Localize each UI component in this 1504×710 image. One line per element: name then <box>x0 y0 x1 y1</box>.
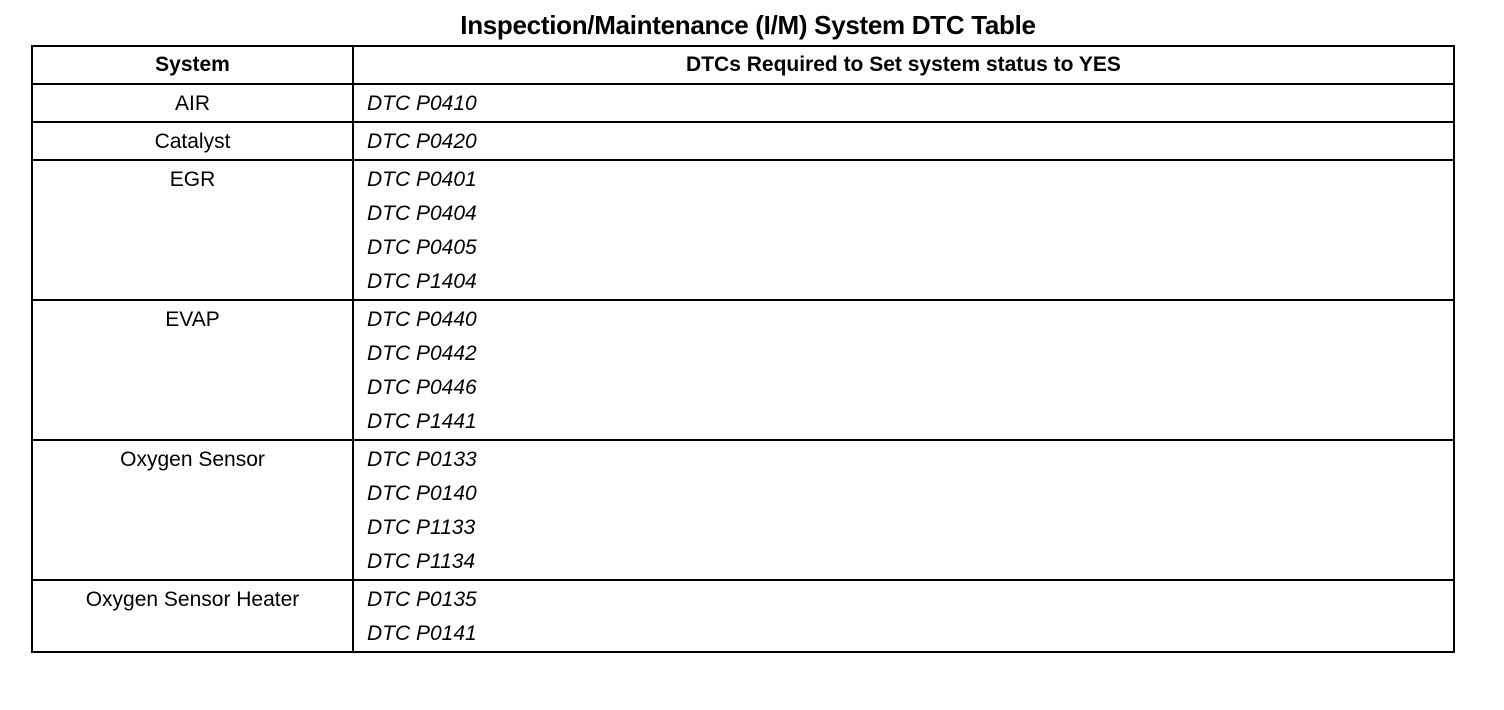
dtc-code: DTC P0420 <box>367 130 477 153</box>
dtc-code: DTC P0440 <box>367 308 477 331</box>
header-row: System DTCs Required to Set system statu… <box>31 45 1455 85</box>
header-system: System <box>31 45 354 85</box>
dtc-code: DTC P1133 <box>367 516 476 539</box>
dtc-code: DTC P0401 <box>367 168 477 191</box>
dtc-cell: DTC P0420 <box>352 121 1455 161</box>
dtc-cell: DTC P0401 DTC P0404 DTC P0405 DTC P1404 <box>352 159 1455 301</box>
dtc-cell: DTC P0410 <box>352 83 1455 123</box>
dtc-code: DTC P1404 <box>367 270 477 293</box>
dtc-code: DTC P0404 <box>367 202 477 225</box>
system-cell: AIR <box>31 83 354 123</box>
header-dtcs: DTCs Required to Set system status to YE… <box>352 45 1455 85</box>
dtc-cell: DTC P0440 DTC P0442 DTC P0446 DTC P1441 <box>352 299 1455 441</box>
dtc-code: DTC P0442 <box>367 342 477 365</box>
system-cell: EGR <box>31 159 354 301</box>
dtc-code: DTC P0141 <box>367 622 477 645</box>
table-row: Oxygen Sensor Heater DTC P0135 DTC P0141 <box>31 579 1455 653</box>
dtc-code: DTC P1441 <box>367 410 477 433</box>
system-cell: Catalyst <box>31 121 354 161</box>
table-row: Catalyst DTC P0420 <box>31 121 1455 161</box>
dtc-code: DTC P0446 <box>367 376 477 399</box>
dtc-code: DTC P0135 <box>367 588 477 611</box>
dtc-cell: DTC P0135 DTC P0141 <box>352 579 1455 653</box>
table-title: Inspection/Maintenance (I/M) System DTC … <box>460 10 1036 40</box>
table-row: Oxygen Sensor DTC P0133 DTC P0140 DTC P1133… <box>31 439 1455 581</box>
table-row: EGR DTC P0401 DTC P0404 DTC P0405 DTC P1404 <box>31 159 1455 301</box>
system-cell: Oxygen Sensor Heater <box>31 579 354 653</box>
dtc-code: DTC P0405 <box>367 236 477 259</box>
dtc-cell: DTC P0133 DTC P0140 DTC P1133 DTC P1134 <box>352 439 1455 581</box>
system-cell: EVAP <box>31 299 354 441</box>
dtc-code: DTC P0140 <box>367 482 477 505</box>
dtc-code: DTC P0133 <box>367 448 477 471</box>
table-row: AIR DTC P0410 <box>31 83 1455 123</box>
system-cell: Oxygen Sensor <box>31 439 354 581</box>
dtc-code: DTC P1134 <box>367 550 476 573</box>
table-row: EVAP DTC P0440 DTC P0442 DTC P0446 DTC P1441 <box>31 299 1455 441</box>
dtc-code: DTC P0410 <box>367 92 477 115</box>
dtc-table: System DTCs Required to Set system statu… <box>31 45 1455 653</box>
